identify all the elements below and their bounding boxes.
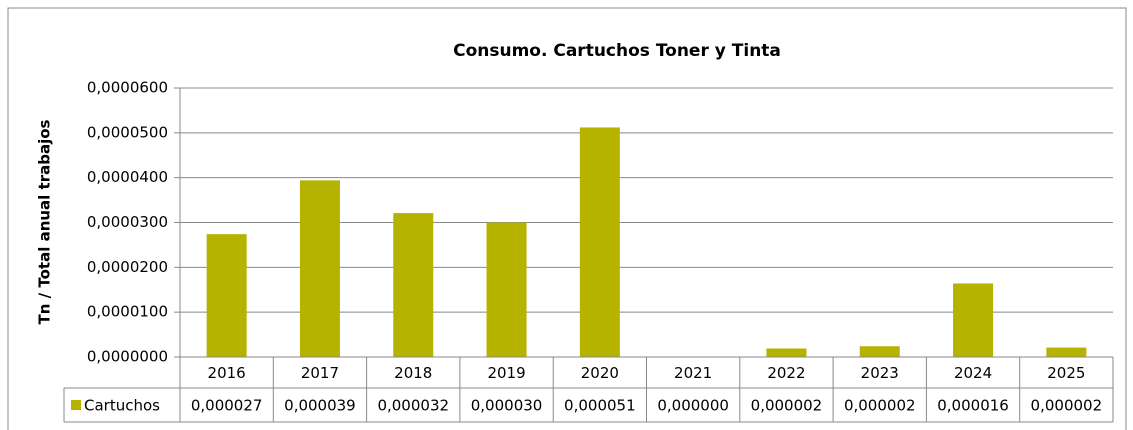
y-tick-label: 0,0000400 (87, 168, 168, 186)
table-value: 0,000016 (937, 397, 1009, 415)
x-tick-label: 2021 (674, 364, 712, 382)
y-tick-label: 0,0000000 (87, 348, 168, 366)
bar (579, 127, 620, 357)
y-axis-label: Tn / Total anual trabajos (36, 119, 54, 324)
chart-border (7, 7, 1127, 430)
table-value: 0,000002 (844, 397, 916, 415)
table-value: 0,000032 (377, 397, 449, 415)
x-tick-label: 2023 (861, 364, 899, 382)
y-tick-label: 0,0000500 (87, 123, 168, 141)
x-tick-label: 2018 (394, 364, 432, 382)
table-value: 0,000002 (751, 397, 823, 415)
y-tick-label: 0,0000300 (87, 213, 168, 231)
table-value: 0,000000 (657, 397, 729, 415)
bar (486, 222, 527, 357)
y-tick-label: 0,0000100 (87, 303, 168, 321)
x-tick-label: 2019 (487, 364, 525, 382)
bar (859, 346, 900, 357)
bar (206, 234, 247, 357)
x-tick-label: 2020 (581, 364, 619, 382)
bar (299, 180, 340, 357)
x-tick-label: 2025 (1047, 364, 1085, 382)
legend-label: Cartuchos (84, 397, 160, 415)
table-value: 0,000039 (284, 397, 356, 415)
x-tick-label: 2024 (954, 364, 992, 382)
chart-title: Consumo. Cartuchos Toner y Tinta (453, 41, 781, 61)
bar (393, 213, 434, 357)
table-value: 0,000051 (564, 397, 636, 415)
x-tick-label: 2016 (208, 364, 246, 382)
bar (953, 283, 994, 357)
y-tick-label: 0,0000600 (87, 79, 168, 97)
x-tick-label: 2022 (767, 364, 805, 382)
table-value: 0,000002 (1031, 397, 1103, 415)
y-tick-label: 0,0000200 (87, 258, 168, 276)
table-value: 0,000027 (191, 397, 263, 415)
bar (1046, 347, 1087, 357)
legend-swatch (71, 400, 81, 410)
bar (766, 348, 807, 357)
table-value: 0,000030 (471, 397, 543, 415)
x-tick-label: 2017 (301, 364, 339, 382)
